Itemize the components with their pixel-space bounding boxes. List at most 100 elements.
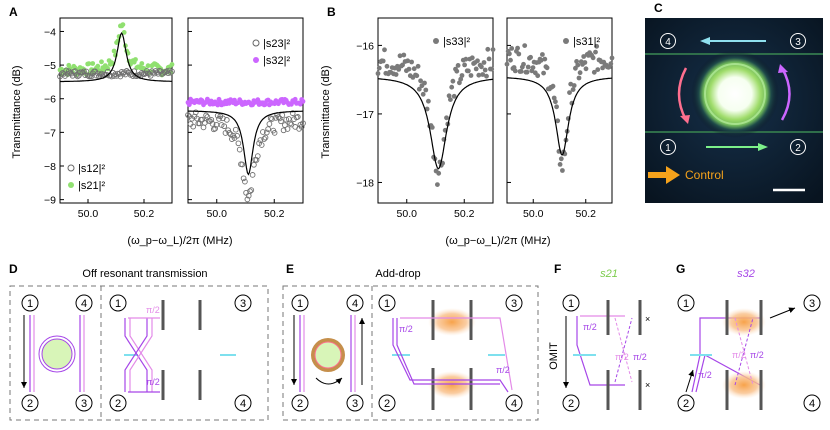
data-point (462, 62, 467, 68)
data-point (169, 68, 175, 75)
g-phase-b: π/2 (732, 350, 746, 360)
panel-label-D: D (9, 262, 18, 276)
data-point (278, 118, 284, 125)
y-tick-label: −6 (44, 94, 56, 106)
g-phase-a: π/2 (698, 370, 712, 380)
svg-text:4: 4 (240, 398, 246, 410)
svg-text:1: 1 (568, 298, 574, 310)
data-point (212, 125, 218, 132)
svg-text:2: 2 (568, 398, 574, 410)
data-point (192, 109, 199, 116)
data-point (393, 72, 399, 77)
f-omit: OMIT (548, 342, 560, 370)
data-point (271, 130, 278, 136)
data-point (64, 70, 71, 77)
svg-text:3: 3 (809, 298, 815, 310)
data-point (458, 76, 464, 82)
y-tick-label: −7 (44, 127, 56, 139)
d-port-1b: 1 (109, 294, 127, 312)
legend-marker-s12 (67, 164, 75, 172)
x-tick-label: 50.2 (264, 208, 285, 220)
data-point (225, 127, 231, 134)
data-point (409, 59, 414, 65)
data-point (282, 122, 288, 128)
data-point (400, 62, 405, 68)
svg-text:1: 1 (27, 298, 33, 310)
data-point (73, 72, 80, 78)
data-point (283, 116, 290, 123)
port-4: 4 (660, 33, 676, 49)
data-point (289, 110, 296, 116)
data-point (84, 72, 91, 79)
svg-text:1: 1 (384, 298, 390, 310)
data-point (560, 168, 565, 173)
data-point (609, 55, 615, 61)
e-blob-bottom (428, 371, 476, 399)
data-point (145, 63, 151, 69)
e-phase-left: π/2 (399, 324, 413, 334)
data-point (484, 73, 489, 79)
e-blob-top (428, 308, 476, 336)
g-port-2: 2 (677, 394, 695, 412)
data-point (262, 134, 269, 141)
y-tick-label: −18 (356, 177, 374, 189)
data-point (469, 55, 475, 61)
data-point (553, 99, 558, 105)
port-3: 3 (790, 33, 806, 49)
data-point (479, 64, 484, 70)
data-point (577, 70, 583, 76)
panel-label-F: F (554, 262, 561, 276)
plot-a-left-frame (59, 17, 173, 204)
data-point (570, 87, 576, 92)
data-point (435, 182, 440, 188)
d-port-2b: 2 (109, 394, 127, 412)
data-point (550, 83, 556, 89)
data-point (239, 161, 246, 168)
data-point (167, 69, 174, 76)
y-tick-label: −9 (44, 195, 56, 207)
data-point (485, 46, 491, 52)
data-point (83, 68, 90, 75)
data-point (376, 65, 382, 71)
data-point (466, 68, 471, 74)
data-point (375, 71, 381, 76)
data-point (490, 47, 496, 52)
x-tick-label: 50.0 (78, 208, 99, 220)
data-point (507, 51, 512, 57)
data-point (190, 123, 197, 130)
data-point (451, 93, 457, 99)
port-2: 2 (790, 139, 806, 155)
plot-b-left-frame (377, 17, 494, 204)
e-port-1b: 1 (378, 294, 396, 312)
data-point (508, 57, 513, 63)
data-point (253, 157, 260, 163)
data-point (235, 140, 242, 147)
data-point (538, 57, 544, 63)
data-point (475, 58, 480, 64)
data-point (218, 122, 225, 128)
data-point (535, 73, 541, 79)
data-point (521, 61, 526, 67)
data-point (121, 30, 127, 35)
data-point (515, 45, 520, 51)
data-point (512, 68, 518, 74)
g-title: s32 (737, 268, 755, 280)
data-point (81, 67, 87, 72)
svg-text:Control: Control (685, 168, 724, 182)
data-point (273, 115, 279, 121)
svg-text:1: 1 (115, 298, 121, 310)
data-point (457, 80, 462, 86)
data-point (436, 170, 442, 176)
svg-text:1: 1 (297, 298, 303, 310)
data-point (528, 54, 533, 60)
f-phase-a: π/2 (583, 322, 597, 332)
data-point (590, 55, 596, 61)
data-point (284, 126, 291, 132)
svg-text:2: 2 (795, 143, 801, 154)
e-port-3: 3 (346, 394, 364, 412)
legend-marker-s33 (433, 38, 439, 44)
panel-label-G: G (676, 262, 685, 276)
svg-text:3: 3 (352, 398, 358, 410)
data-point (223, 117, 230, 123)
